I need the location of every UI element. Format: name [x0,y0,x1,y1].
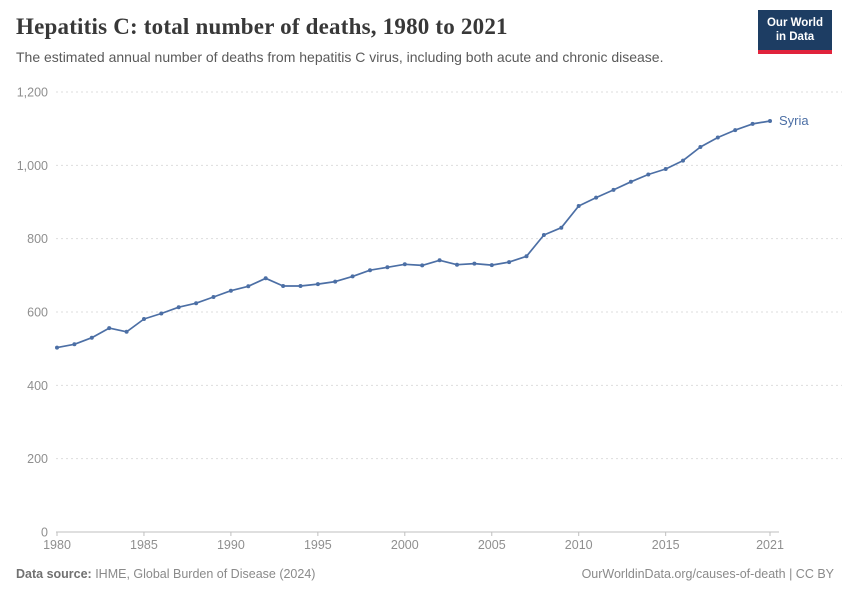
data-point[interactable] [72,342,77,347]
data-point[interactable] [281,284,286,288]
data-point[interactable] [298,284,303,288]
data-point[interactable] [437,258,442,263]
x-tick-label: 2010 [565,538,593,552]
data-point[interactable] [698,145,703,149]
x-tick-label: 1980 [43,538,71,552]
data-point[interactable] [350,274,355,279]
y-tick-label: 200 [27,452,48,466]
data-point[interactable] [142,317,146,321]
data-point[interactable] [733,128,738,133]
y-tick-label: 800 [27,232,48,246]
owid-logo-text: Our World in Data [758,10,832,50]
chart-subtitle: The estimated annual number of deaths fr… [16,49,664,65]
data-point[interactable] [89,335,94,340]
data-source-text: IHME, Global Burden of Disease (2024) [91,567,316,581]
data-point[interactable] [576,204,581,208]
data-point[interactable] [194,301,199,306]
data-point[interactable] [524,254,529,259]
data-point[interactable] [646,172,651,177]
data-point[interactable] [489,263,494,268]
x-tick-label: 1990 [217,538,245,552]
y-tick-label: 1,000 [17,159,48,173]
series-end-label[interactable]: Syria [779,113,809,128]
y-tick-label: 1,200 [17,86,48,100]
x-tick-label: 2005 [478,538,506,552]
data-point[interactable] [107,326,112,331]
data-point[interactable] [246,284,251,289]
x-tick-label: 1995 [304,538,332,552]
owid-logo[interactable]: Our World in Data [758,10,832,54]
data-point[interactable] [420,263,425,268]
data-point[interactable] [750,121,755,126]
data-source-label: Data source: [16,567,92,581]
x-tick-label: 2021 [756,538,784,552]
series-line[interactable] [56,120,771,349]
data-point[interactable] [228,288,233,293]
data-point[interactable] [611,187,616,192]
data-point[interactable] [176,305,181,310]
chart-area: 0 200 400 600 800 1,000 1,200 1980 1985 1990 1995 2… [0,80,850,555]
data-point[interactable] [768,119,772,123]
data-point[interactable] [541,233,546,237]
data-point[interactable] [507,260,512,265]
line-chart[interactable]: 0 200 400 600 800 1,000 1,200 1980 1985 1990 1995 2… [0,80,850,555]
data-point[interactable] [472,261,477,266]
data-point[interactable] [455,262,459,267]
data-point[interactable] [402,262,407,267]
data-source: Data source: IHME, Global Burden of Dise… [16,567,315,581]
y-tick-label: 0 [41,526,48,540]
data-point[interactable] [715,135,720,140]
data-point[interactable] [124,329,129,334]
chart-title: Hepatitis C: total number of deaths, 198… [16,14,508,39]
owid-logo-red-bar [758,49,832,54]
data-point[interactable] [594,195,599,200]
data-point[interactable] [663,167,668,171]
y-tick-label: 600 [27,306,48,320]
y-tick-label: 400 [27,379,48,393]
x-tick-label: 1985 [130,538,158,552]
chart-header: Hepatitis C: total number of deaths, 198… [16,14,740,66]
data-point[interactable] [559,225,564,230]
owid-logo-line1: Our World [766,17,823,29]
data-point[interactable] [333,279,338,284]
data-point[interactable] [628,179,633,184]
owid-logo-line2: in Data [775,31,815,44]
x-tick-label: 2000 [391,538,419,552]
data-point[interactable] [55,345,59,350]
footer-link[interactable]: OurWorldinData.org/causes-of-death | CC … [581,567,834,581]
data-point[interactable] [315,282,320,287]
data-point[interactable] [681,158,685,163]
data-point[interactable] [211,295,216,299]
data-point[interactable] [385,265,390,270]
data-point[interactable] [159,311,164,316]
data-point[interactable] [368,268,372,273]
data-point[interactable] [263,276,268,281]
x-tick-label: 2015 [652,538,680,552]
chart-footer: Data source: IHME, Global Burden of Dise… [16,567,834,581]
